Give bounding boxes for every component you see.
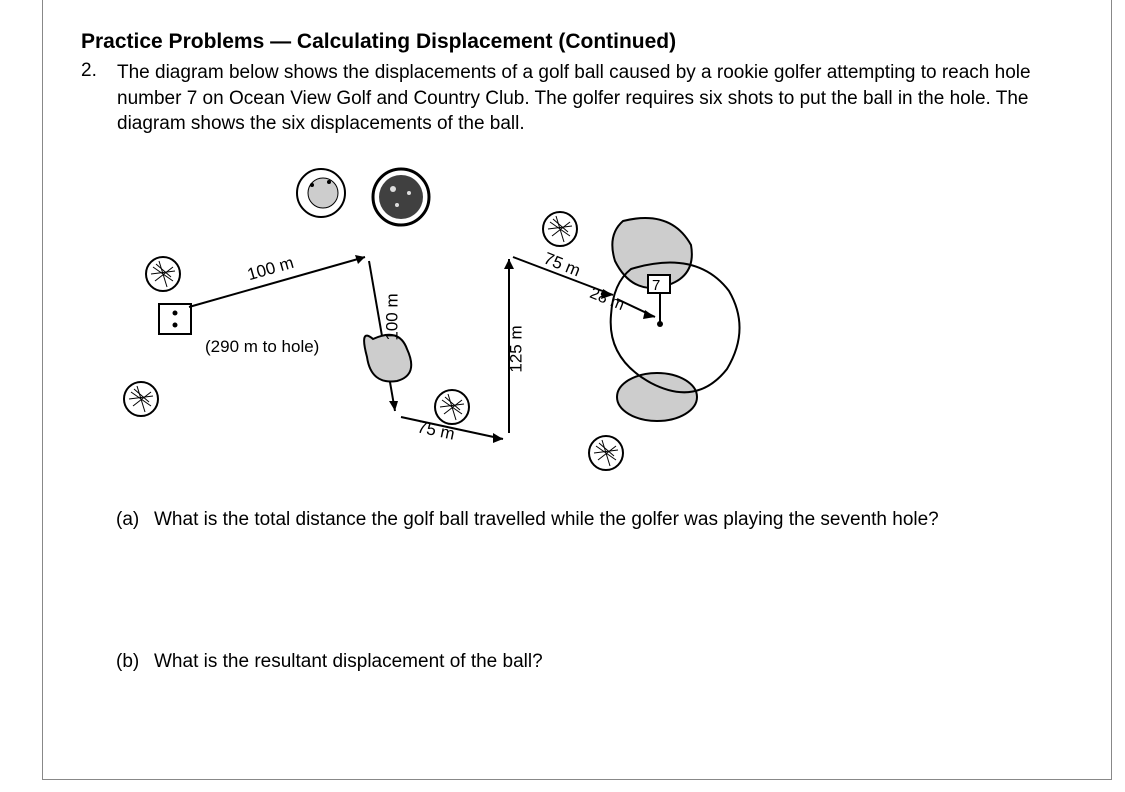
q-b-text: What is the resultant displacement of th…	[154, 651, 543, 673]
tee-note: (290 m to hole)	[205, 337, 319, 357]
question-a: (a) What is the total distance the golf …	[116, 509, 1083, 531]
label-shot4: 125 m	[507, 325, 527, 372]
flag-number: 7	[652, 277, 660, 294]
problem-text: The diagram below shows the displacement…	[117, 60, 1083, 137]
golf-diagram: 7 100 m 100 m 75 m 125 m 75 m 28 m (290 …	[101, 149, 801, 479]
label-shot2: 100 m	[383, 293, 403, 340]
q-a-label: (a)	[116, 509, 144, 531]
q-b-label: (b)	[116, 651, 144, 673]
page-frame: Practice Problems — Calculating Displace…	[42, 0, 1112, 780]
section-heading: Practice Problems — Calculating Displace…	[81, 30, 1083, 54]
problem-number: 2.	[81, 60, 101, 137]
q-a-text: What is the total distance the golf ball…	[154, 509, 939, 531]
problem-row: 2. The diagram below shows the displacem…	[81, 60, 1083, 137]
question-b: (b) What is the resultant displacement o…	[116, 651, 1083, 673]
tree-icon	[146, 257, 180, 291]
